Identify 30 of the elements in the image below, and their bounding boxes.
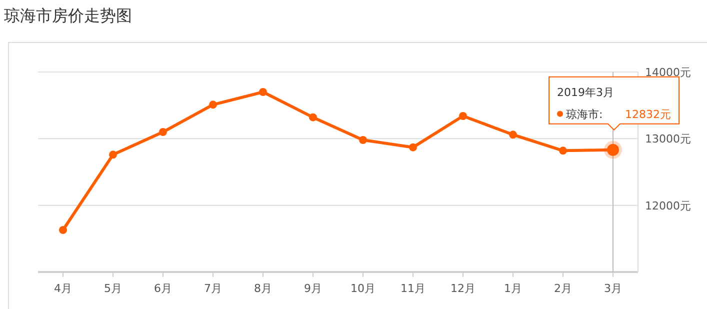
point	[209, 100, 217, 109]
y-tick-label: 13000元	[645, 132, 691, 146]
point	[159, 128, 167, 136]
point	[59, 226, 67, 234]
point	[559, 146, 567, 155]
point	[359, 136, 367, 144]
x-tick-label: 3月	[604, 282, 622, 295]
x-tick-label: 6月	[154, 282, 172, 295]
data-label: 12832元	[625, 108, 671, 121]
annotation: 2019年3月	[557, 86, 614, 99]
point	[309, 113, 317, 122]
point	[109, 150, 117, 159]
x-tick-label: 11月	[400, 282, 426, 295]
chart-title: 琼海市房价走势图	[4, 6, 132, 25]
x-tick-label: 9月	[304, 282, 322, 295]
y-tick-label: 14000元	[645, 66, 691, 79]
point	[509, 130, 517, 139]
legend-label: 琼海市:	[566, 108, 603, 121]
x-tick-label: 12月	[450, 282, 476, 295]
x-tick-label: 4月	[54, 282, 72, 295]
y-tick-label: 12000元	[645, 199, 691, 212]
point	[259, 88, 267, 96]
x-tick-label: 7月	[204, 282, 222, 295]
x-tick-label: 1月	[504, 282, 522, 295]
x-tick-label: 2月	[554, 282, 572, 295]
x-tick-label: 5月	[104, 282, 122, 295]
point	[459, 112, 467, 120]
x-tick-label: 8月	[254, 282, 272, 295]
point	[409, 143, 417, 152]
x-tick-label: 10月	[350, 282, 376, 295]
